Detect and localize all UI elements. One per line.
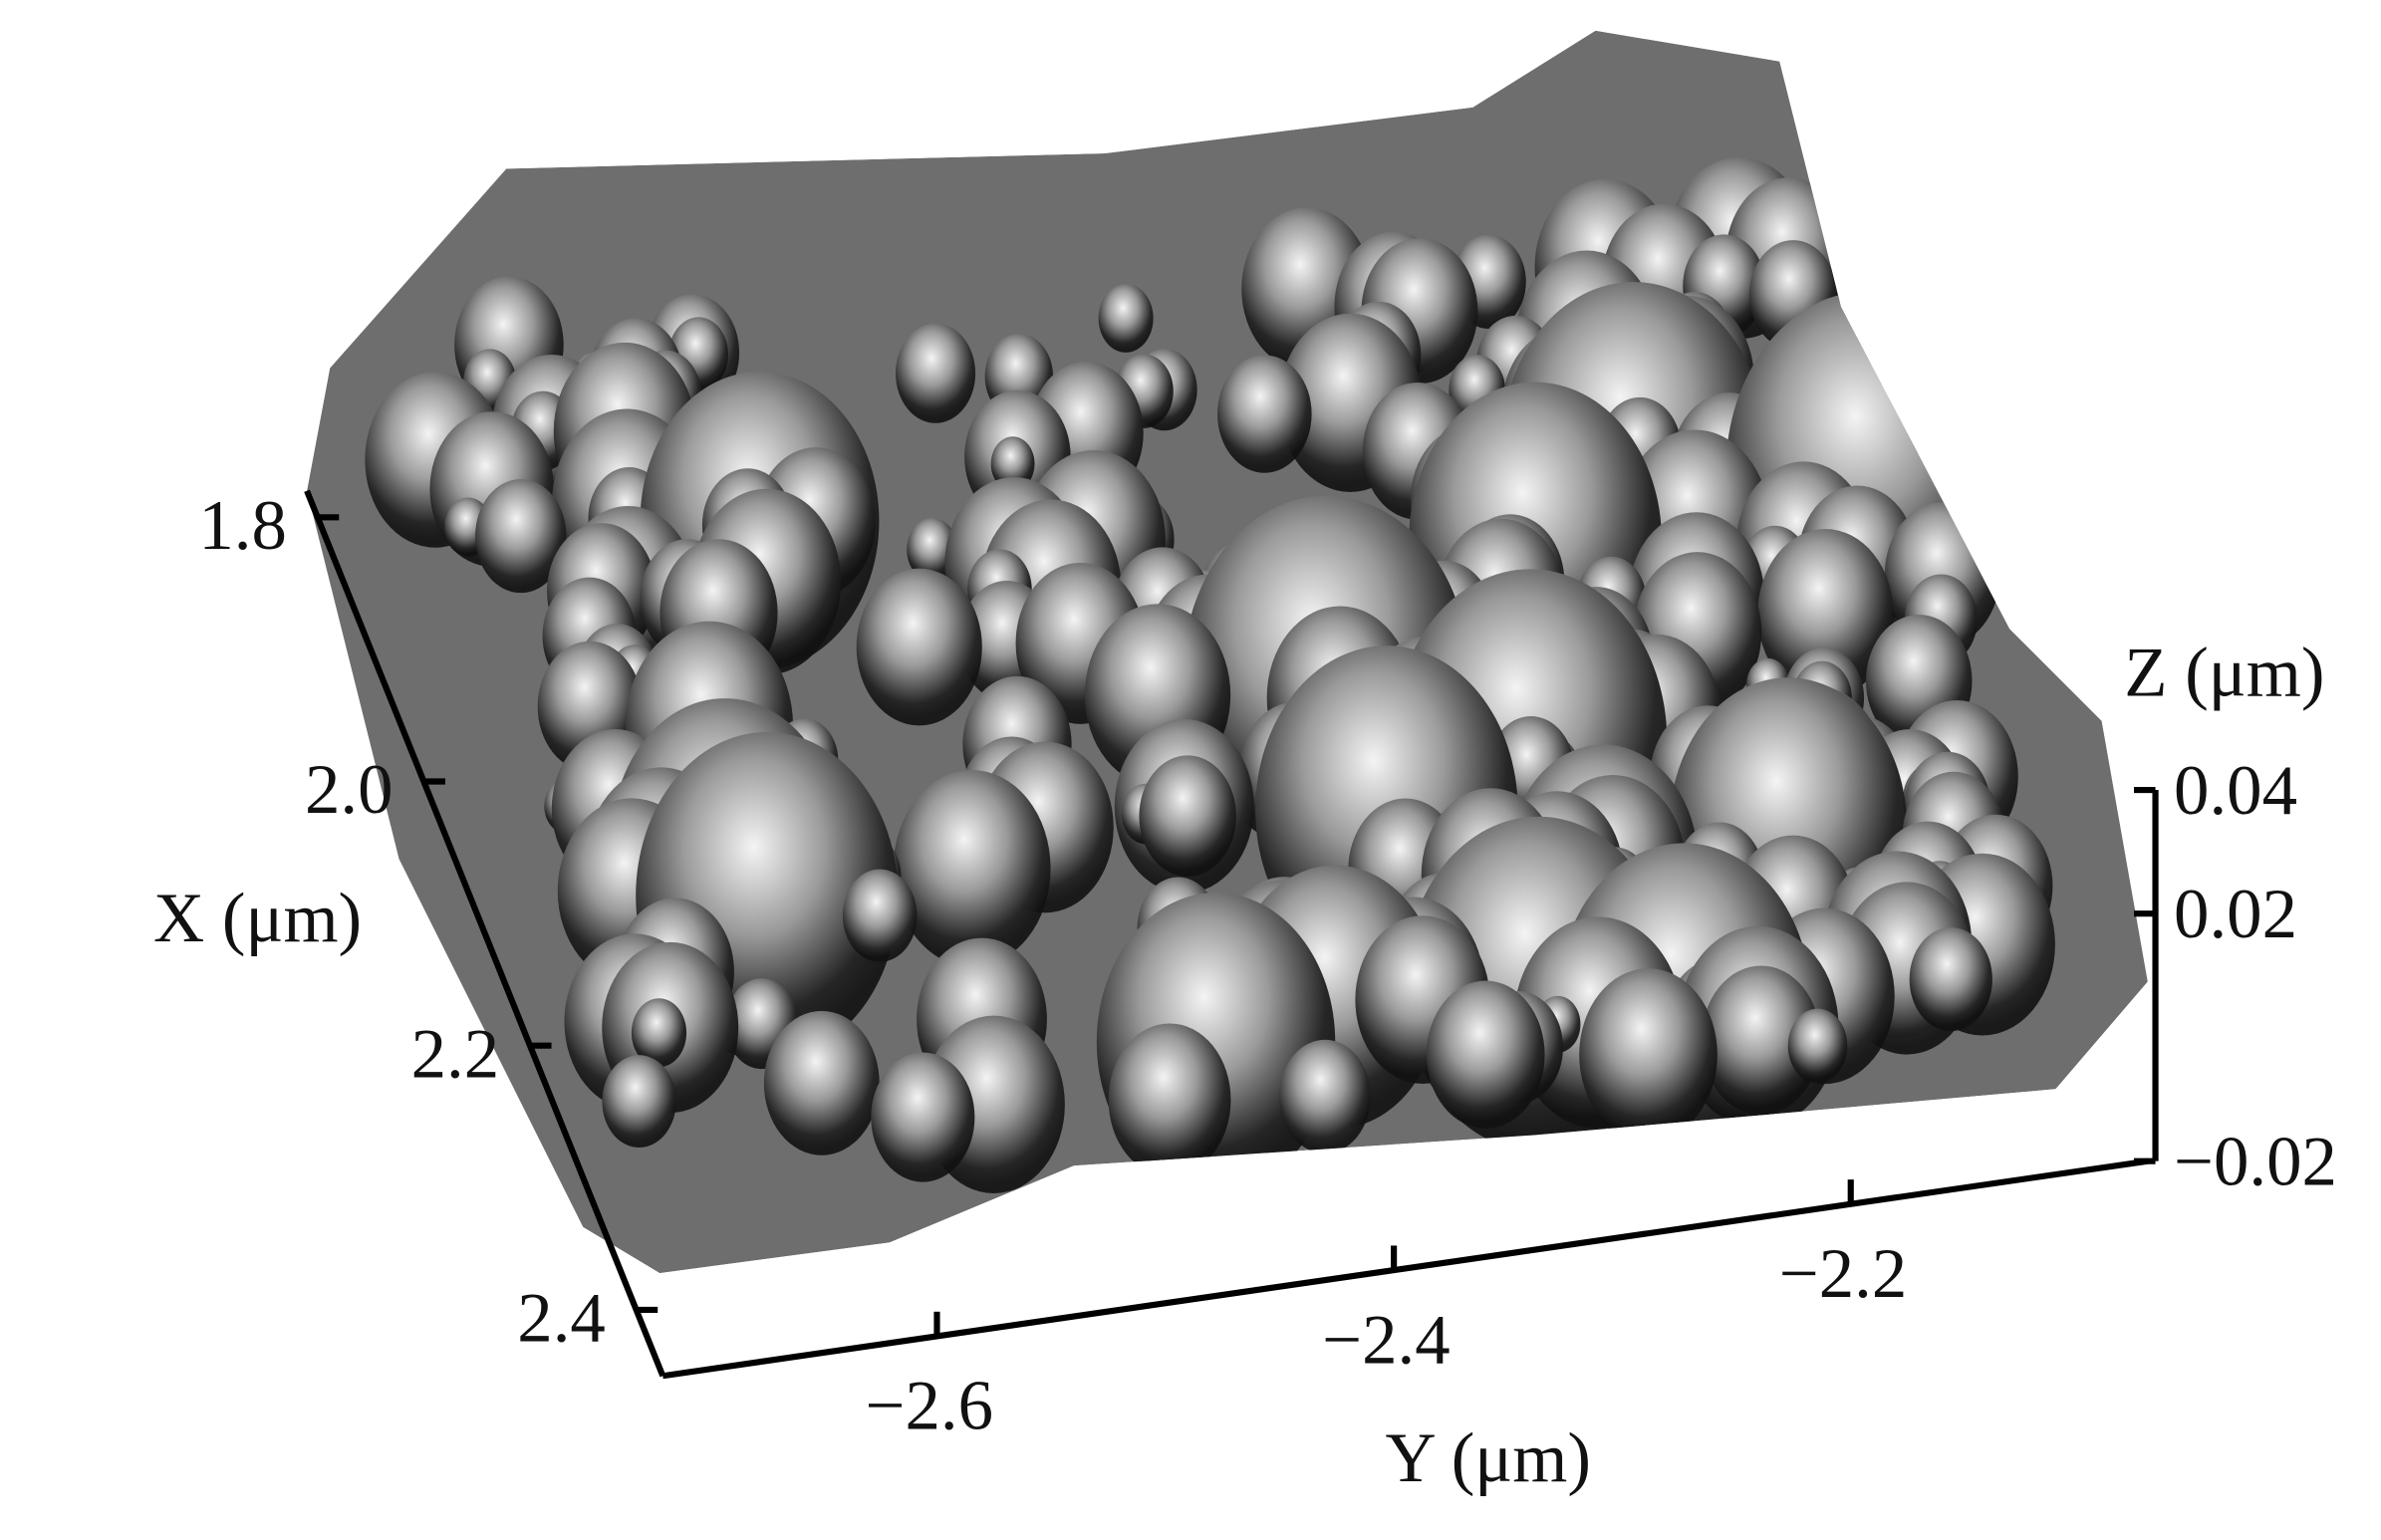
surface-bump <box>1279 1039 1371 1154</box>
x-axis-title: X (μm) <box>153 880 362 957</box>
y-tick-label: −2.6 <box>866 1368 993 1445</box>
surface-bump <box>1139 755 1236 878</box>
surface-bump <box>1909 927 1992 1032</box>
surface-bump <box>1217 355 1312 473</box>
surface-bump <box>1579 968 1718 1142</box>
surface-bump <box>842 869 918 962</box>
surface-bump <box>871 1052 975 1182</box>
surface <box>307 30 2148 1274</box>
surface-bump <box>990 436 1035 492</box>
surface-bump <box>1426 980 1545 1129</box>
y-tick-label: −2.4 <box>1322 1301 1450 1379</box>
z-tick-label: 0.04 <box>2174 752 2297 830</box>
surface-bump <box>1787 1008 1848 1084</box>
surface-bump <box>1701 965 1821 1116</box>
x-axis <box>304 489 666 1378</box>
y-axis-title: Y (μm) <box>1385 1419 1590 1497</box>
x-tick-label: 1.8 <box>198 487 287 565</box>
y-axis <box>661 1157 2149 1380</box>
z-axis-title: Z (μm) <box>2124 634 2324 711</box>
z-tick-label: 0.02 <box>2174 876 2297 953</box>
surface-bump <box>856 568 982 726</box>
surface-bump <box>1757 529 1894 699</box>
x-tick-label: 2.4 <box>517 1280 606 1358</box>
surface-bump <box>1108 1023 1231 1176</box>
z-tick-label: −0.02 <box>2174 1124 2337 1201</box>
surface-bump <box>1098 284 1154 353</box>
surface-bump <box>631 998 687 1068</box>
surface-bump <box>893 770 1051 967</box>
surface-bump <box>475 479 567 594</box>
surface-bump <box>602 1055 676 1149</box>
y-tick-label: −2.2 <box>1779 1235 1907 1313</box>
surface-bump <box>896 323 976 423</box>
surface-bump <box>763 1010 880 1155</box>
x-tick-label: 2.2 <box>411 1015 500 1093</box>
x-tick-label: 2.0 <box>305 751 394 829</box>
